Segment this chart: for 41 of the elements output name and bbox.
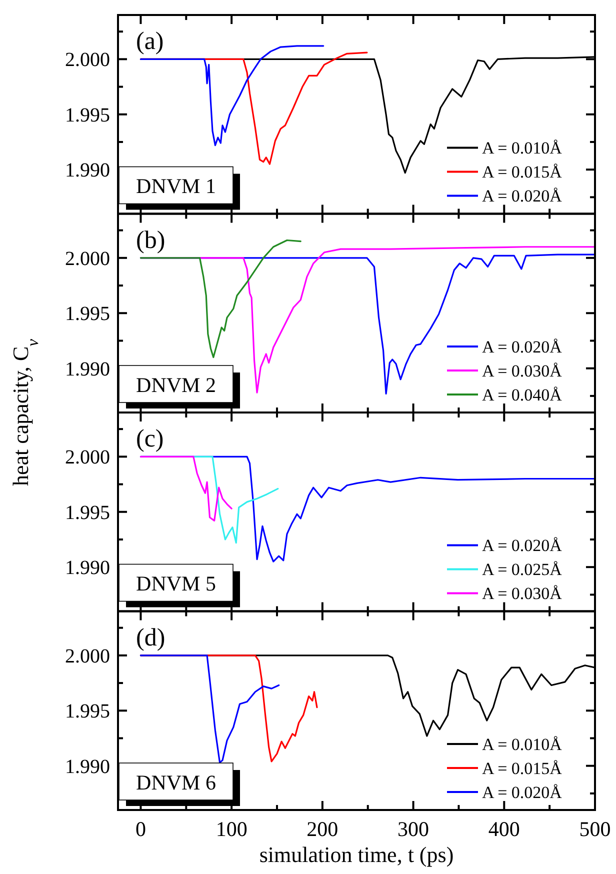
y-tick-label: 2.000: [65, 49, 110, 72]
legend-label: A = 0.040Å: [482, 385, 563, 404]
legend-label: A = 0.025Å: [482, 560, 563, 580]
legend-label: A = 0.015Å: [482, 162, 563, 182]
y-tick-label: 1.995: [65, 303, 110, 326]
y-tick-label: 1.990: [65, 358, 110, 380]
legend-label: A = 0.020Å: [482, 782, 563, 802]
x-tick-label: 500: [579, 817, 611, 841]
text: (d): [136, 624, 166, 652]
y-tick-label: 2.000: [65, 645, 110, 668]
line-series: [140, 654, 280, 764]
legend-label: A = 0.010Å: [482, 734, 563, 754]
legend-label: A = 0.030Å: [482, 584, 563, 604]
text: (c): [136, 426, 164, 452]
x-tick-label: 100: [216, 817, 248, 841]
x-tick-label: 400: [488, 817, 520, 841]
legend-label: A = 0.010Å: [482, 138, 563, 158]
y-tick-label: 1.995: [65, 104, 110, 126]
y-tick-label: 1.990: [65, 557, 110, 580]
x-tick-label: 200: [306, 817, 338, 841]
x-tick-label: 0: [135, 817, 146, 841]
y-tick-label: 1.995: [65, 502, 110, 524]
y-tick-label: 1.995: [65, 700, 110, 723]
legend-label: A = 0.020Å: [482, 337, 563, 356]
y-tick-label: 1.990: [65, 160, 110, 182]
y-tick-label: 2.000: [65, 248, 110, 270]
text: (b): [136, 226, 166, 254]
line-series: [140, 456, 232, 522]
x-axis-title: simulation time, t (ps): [259, 842, 454, 867]
annotation: DNVM 1: [136, 174, 216, 198]
legend-label: A = 0.020Å: [482, 186, 563, 206]
legend-label: A = 0.015Å: [482, 758, 563, 778]
legend-label: A = 0.020Å: [482, 536, 563, 556]
y-tick-label: 1.990: [65, 756, 110, 778]
x-tick-label: 300: [398, 817, 430, 841]
annotation: DNVM 2: [136, 372, 216, 397]
y-tick-label: 2.000: [65, 446, 110, 469]
text: (a): [136, 28, 164, 55]
annotation: DNVM 6: [136, 770, 216, 794]
annotation: DNVM 5: [136, 572, 216, 596]
legend-label: A = 0.030Å: [482, 361, 563, 380]
